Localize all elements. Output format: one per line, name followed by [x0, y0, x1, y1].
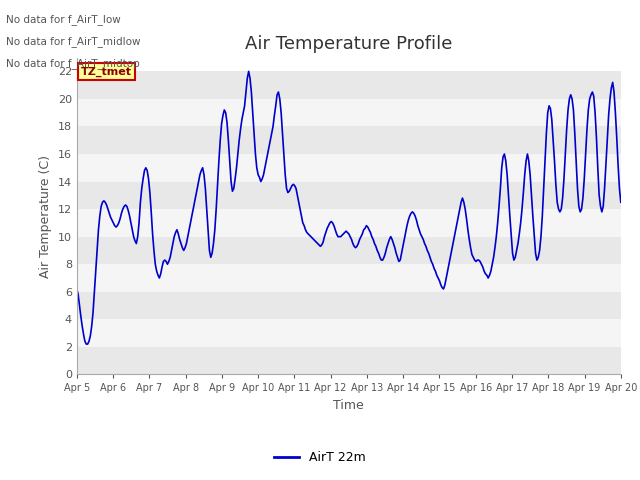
- Bar: [77, 126, 621, 154]
- Bar: [77, 292, 621, 319]
- Bar: [77, 154, 621, 181]
- Text: TZ_tmet: TZ_tmet: [81, 66, 132, 76]
- Bar: [77, 237, 621, 264]
- Bar: [77, 99, 621, 126]
- Legend: AirT 22m: AirT 22m: [269, 446, 371, 469]
- Y-axis label: Air Temperature (C): Air Temperature (C): [39, 155, 52, 277]
- X-axis label: Time: Time: [333, 399, 364, 412]
- Bar: [77, 347, 621, 374]
- Text: No data for f_AirT_low: No data for f_AirT_low: [6, 14, 121, 25]
- Bar: [77, 72, 621, 99]
- Text: No data for f_AirT_midlow: No data for f_AirT_midlow: [6, 36, 141, 47]
- Text: No data for f_AirT_midtop: No data for f_AirT_midtop: [6, 58, 140, 69]
- Bar: [77, 264, 621, 292]
- Bar: [77, 319, 621, 347]
- Bar: [77, 181, 621, 209]
- Bar: [77, 209, 621, 237]
- Title: Air Temperature Profile: Air Temperature Profile: [245, 35, 452, 53]
